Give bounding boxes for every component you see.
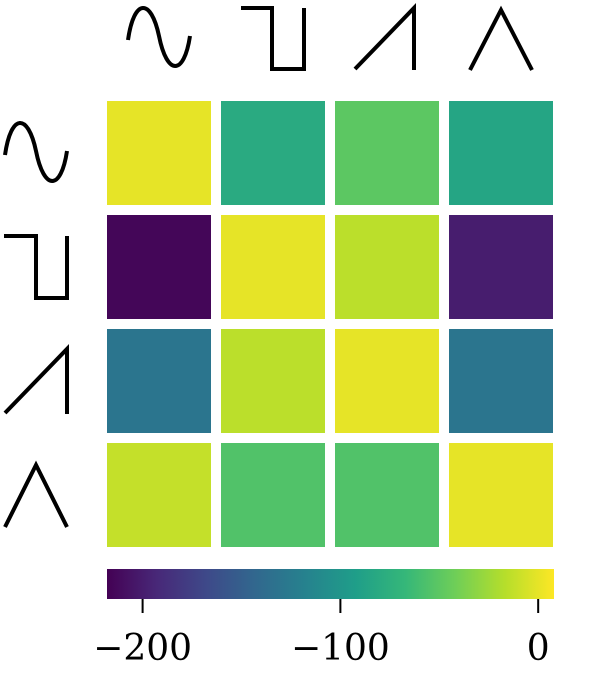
heatmap-cell-sawtooth-sawtooth [335, 329, 439, 433]
sine-wave-icon [126, 6, 192, 68]
row-headers [3, 121, 69, 528]
heatmap-cell-triangle-square [221, 443, 325, 547]
heatmap-cell-square-square [221, 215, 325, 319]
colorbar: −200 −100 0 [93, 569, 554, 669]
triangle-wave-icon [3, 460, 69, 528]
sine-wave-icon [3, 121, 69, 183]
heatmap-cell-sine-square [221, 101, 325, 205]
heatmap-cell-sine-triangle [449, 101, 553, 205]
colorbar-gradient [107, 569, 554, 599]
sawtooth-wave-icon [3, 344, 69, 415]
heatmap-cell-sawtooth-sine [107, 329, 211, 433]
heatmap-cell-square-sine [107, 215, 211, 319]
heatmap-cell-triangle-triangle [449, 443, 553, 547]
heatmap-cell-sawtooth-square [221, 329, 325, 433]
square-wave-icon [4, 234, 69, 300]
sawtooth-wave-icon [353, 3, 416, 71]
column-headers [126, 3, 534, 71]
triangle-wave-icon [468, 5, 534, 71]
heatmap-cell-square-triangle [449, 215, 553, 319]
heatmap-cell-triangle-sine [107, 443, 211, 547]
heatmap-cell-sine-sawtooth [335, 101, 439, 205]
square-wave-icon [241, 6, 306, 71]
colorbar-tick-label: 0 [527, 628, 550, 669]
heatmap-cell-sine-sine [107, 101, 211, 205]
colorbar-ticks: −200 −100 0 [93, 599, 550, 669]
heatmap-cell-square-sawtooth [335, 215, 439, 319]
heatmap-cells [107, 101, 553, 547]
colorbar-tick-label: −100 [291, 628, 390, 669]
heatmap-cell-sawtooth-triangle [449, 329, 553, 433]
heatmap-cell-triangle-sawtooth [335, 443, 439, 547]
colorbar-tick-label: −200 [93, 628, 192, 669]
